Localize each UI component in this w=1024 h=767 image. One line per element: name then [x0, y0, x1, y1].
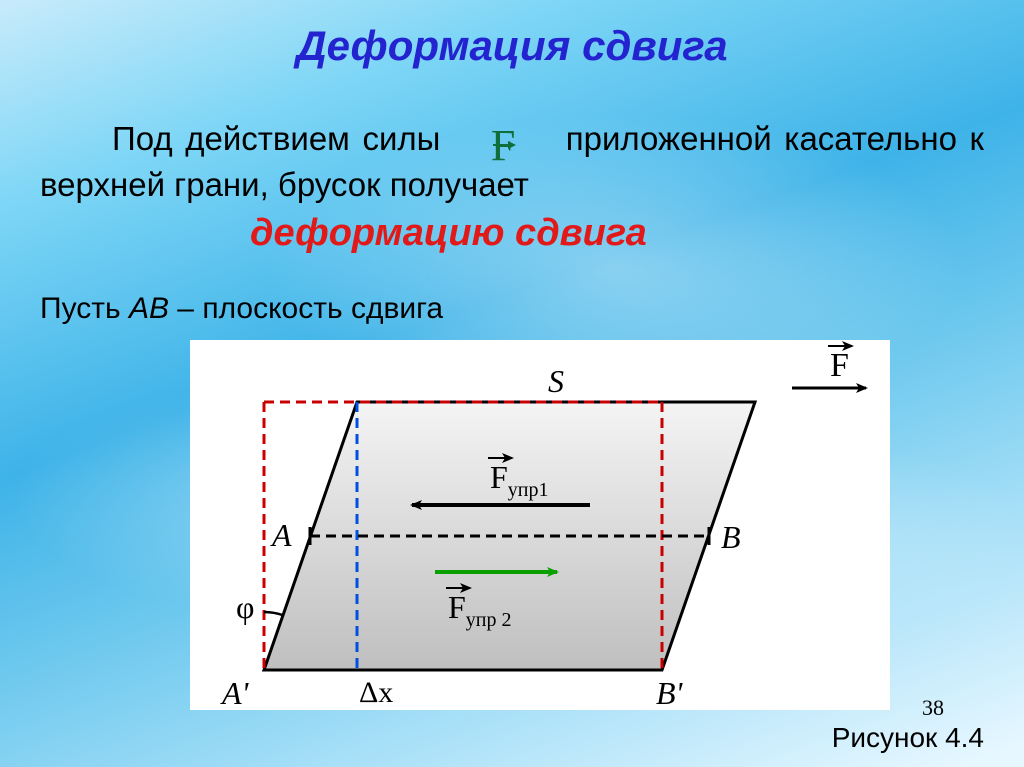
svg-text:φ: φ — [236, 589, 254, 625]
figure-caption: Рисунок 4.4 — [832, 722, 984, 754]
svg-text:F: F — [830, 347, 849, 384]
page-number: 38 — [922, 695, 944, 721]
svg-text:B: B — [721, 519, 741, 555]
svg-text:Δx: Δx — [359, 676, 393, 709]
svg-text:A: A — [270, 517, 292, 553]
slide-title: Деформация сдвига — [0, 22, 1024, 70]
line2-post: – плоскость сдвига — [169, 292, 443, 325]
line2-ab: АВ — [129, 292, 169, 325]
svg-text:S: S — [548, 363, 564, 399]
line2: Пусть АВ – плоскость сдвига — [40, 292, 443, 326]
diagram: FFупр1Fупр 2SABA'B'Δxφ — [190, 340, 890, 710]
para-emphasis: деформацию сдвига — [250, 212, 647, 254]
svg-text:B': B' — [656, 675, 684, 710]
svg-text:A': A' — [220, 675, 250, 710]
slide: Деформация сдвига Под действием силы F п… — [0, 0, 1024, 767]
diagram-svg: FFупр1Fупр 2SABA'B'Δxφ — [190, 340, 890, 710]
line2-pre: Пусть — [40, 292, 129, 325]
paragraph: Под действием силы F приложенной касател… — [40, 116, 984, 260]
para-pre: Под действием силы — [112, 120, 440, 157]
